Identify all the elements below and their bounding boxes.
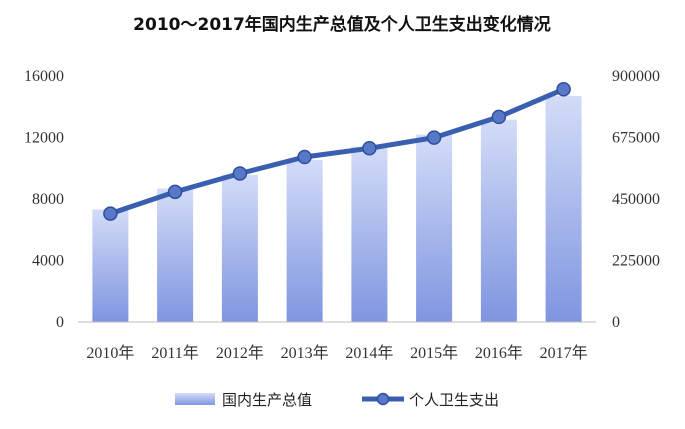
right-axis-ticks: 0 225000 450000 675000 900000 <box>612 68 660 331</box>
x-tick-label-4: 2014年 <box>345 344 393 362</box>
legend-label-health: 个人卫生支出 <box>409 391 499 409</box>
right-tick-label-1: 225000 <box>612 253 660 270</box>
chart-title: 2010～2017年国内生产总值及个人卫生支出变化情况 <box>133 14 551 35</box>
bar-0 <box>92 209 129 322</box>
left-tick-label-0: 0 <box>56 314 64 331</box>
right-tick-label-0: 0 <box>612 314 620 331</box>
line-point-2 <box>232 166 248 181</box>
line-point-6 <box>491 109 507 125</box>
left-tick-label-2: 8000 <box>32 191 64 208</box>
left-tick-label-1: 4000 <box>32 253 64 270</box>
bar-1 <box>157 188 194 322</box>
line-point-4 <box>362 141 377 156</box>
bar-6 <box>480 119 517 322</box>
x-tick-label-3: 2013年 <box>281 344 329 362</box>
x-tick-label-6: 2016年 <box>475 344 523 362</box>
bar-7 <box>545 95 582 323</box>
health-expenditure-line <box>107 86 567 217</box>
line-point-0 <box>103 206 118 221</box>
x-tick-label-7: 2017年 <box>540 344 588 362</box>
x-tick-label-2: 2012年 <box>216 344 264 362</box>
line-point-1 <box>167 184 183 200</box>
legend-label-gdp: 国内生产总值 <box>222 391 312 409</box>
x-tick-label-0: 2010年 <box>86 344 134 362</box>
left-tick-label-3: 12000 <box>24 130 64 147</box>
left-tick-label-4: 16000 <box>24 68 64 85</box>
line-series <box>103 82 571 221</box>
line-point-5 <box>426 130 442 145</box>
line-point-7 <box>556 82 571 97</box>
right-tick-label-3: 675000 <box>612 130 660 147</box>
bar-3 <box>286 159 323 322</box>
x-tick-label-5: 2015年 <box>410 344 458 362</box>
right-tick-label-2: 450000 <box>612 191 660 208</box>
bar-series <box>92 95 582 323</box>
bar-2 <box>221 174 258 322</box>
left-axis-ticks: 0 4000 8000 12000 16000 <box>24 68 64 331</box>
bar-5 <box>416 134 453 322</box>
x-axis-ticks: 2010年 2011年 2012年 2013年 2014年 2015年 2016年 2017年 <box>86 344 587 362</box>
legend-swatch-marker <box>376 392 390 406</box>
x-tick-label-1: 2011年 <box>151 344 198 362</box>
right-tick-label-4: 900000 <box>612 68 660 85</box>
legend-swatch-bar <box>175 393 215 405</box>
legend: 国内生产总值 个人卫生支出 <box>175 391 499 409</box>
line-point-3 <box>297 149 312 165</box>
bar-4 <box>351 146 388 322</box>
